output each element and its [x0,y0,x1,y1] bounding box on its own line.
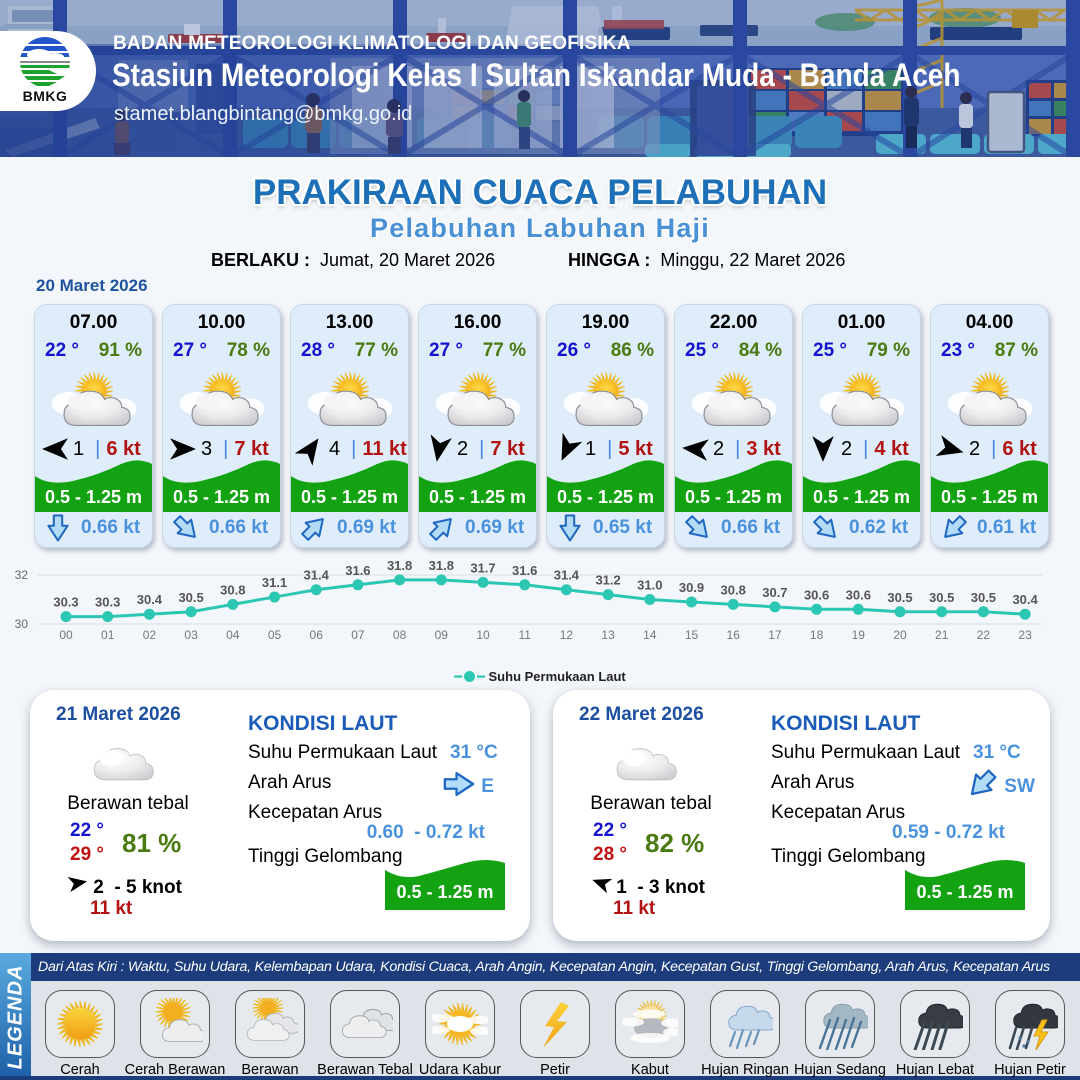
svg-text:31.7: 31.7 [470,560,495,575]
svg-text:08: 08 [393,628,407,642]
svg-text:31.0: 31.0 [637,578,662,593]
svg-text:30.5: 30.5 [929,590,954,605]
svg-text:30.4: 30.4 [137,592,163,607]
svg-text:30.5: 30.5 [971,590,996,605]
svg-text:30.6: 30.6 [846,587,871,602]
svg-text:13: 13 [601,628,615,642]
svg-text:19: 19 [852,628,866,642]
svg-text:31.4: 31.4 [304,568,330,583]
svg-text:03: 03 [184,628,198,642]
svg-text:22: 22 [977,628,991,642]
svg-text:16: 16 [727,628,741,642]
svg-text:14: 14 [643,628,657,642]
svg-text:00: 00 [59,628,73,642]
svg-text:30: 30 [15,617,29,631]
svg-text:30.9: 30.9 [679,580,704,595]
svg-text:20: 20 [893,628,907,642]
svg-text:12: 12 [560,628,574,642]
svg-text:30.6: 30.6 [804,587,829,602]
svg-text:06: 06 [310,628,324,642]
svg-text:30.8: 30.8 [721,582,746,597]
svg-text:31.6: 31.6 [345,563,370,578]
svg-text:01: 01 [101,628,115,642]
svg-text:32: 32 [15,568,29,582]
svg-text:23: 23 [1018,628,1032,642]
svg-text:30.5: 30.5 [887,590,912,605]
svg-text:30.3: 30.3 [95,595,120,610]
svg-text:07: 07 [351,628,365,642]
svg-text:30.8: 30.8 [220,582,245,597]
svg-text:05: 05 [268,628,282,642]
svg-text:30.4: 30.4 [1012,592,1038,607]
svg-text:11: 11 [518,628,531,642]
svg-text:09: 09 [435,628,449,642]
svg-text:30.5: 30.5 [178,590,203,605]
svg-text:21: 21 [935,628,949,642]
svg-text:30.3: 30.3 [53,595,78,610]
svg-text:31.6: 31.6 [512,563,537,578]
svg-text:31.4: 31.4 [554,568,580,583]
svg-text:31.8: 31.8 [387,558,412,573]
svg-text:31.8: 31.8 [429,558,454,573]
svg-text:31.1: 31.1 [262,575,287,590]
svg-text:30.7: 30.7 [762,585,787,600]
svg-text:02: 02 [143,628,157,642]
svg-text:04: 04 [226,628,240,642]
svg-text:15: 15 [685,628,699,642]
svg-text:10: 10 [476,628,490,642]
svg-text:18: 18 [810,628,824,642]
svg-text:31.2: 31.2 [595,573,620,588]
svg-text:17: 17 [768,628,782,642]
